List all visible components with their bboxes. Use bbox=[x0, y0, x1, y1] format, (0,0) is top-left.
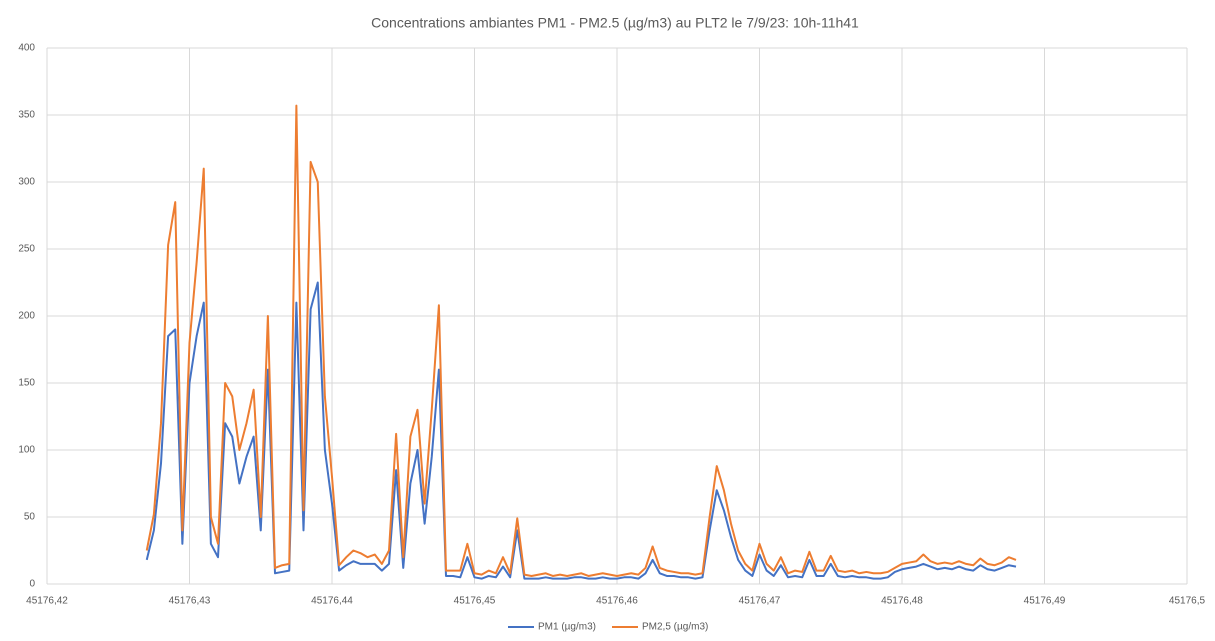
legend-label: PM2,5 (µg/m3) bbox=[642, 622, 708, 633]
line-series bbox=[145, 104, 1017, 577]
y-tick-label: 0 bbox=[29, 579, 35, 590]
y-tick-label: 400 bbox=[18, 43, 35, 54]
legend-label: PM1 (µg/m3) bbox=[538, 622, 596, 633]
line-series bbox=[145, 281, 1017, 580]
x-tick-label: 45176,48 bbox=[881, 596, 923, 607]
y-tick-label: 350 bbox=[18, 110, 35, 121]
x-tick-label: 45176,46 bbox=[596, 596, 638, 607]
y-tick-label: 250 bbox=[18, 244, 35, 255]
y-tick-label: 100 bbox=[18, 445, 35, 456]
x-tick-label: 45176,42 bbox=[26, 596, 68, 607]
x-tick-label: 45176,5 bbox=[1169, 596, 1206, 607]
y-tick-label: 200 bbox=[18, 311, 35, 322]
y-tick-label: 50 bbox=[24, 512, 36, 523]
chart-title: Concentrations ambiantes PM1 - PM2.5 (µg… bbox=[371, 15, 859, 31]
x-tick-label: 45176,45 bbox=[454, 596, 496, 607]
x-tick-label: 45176,47 bbox=[739, 596, 781, 607]
x-tick-label: 45176,43 bbox=[169, 596, 211, 607]
y-tick-label: 150 bbox=[18, 378, 35, 389]
x-tick-label: 45176,49 bbox=[1024, 596, 1066, 607]
x-tick-label: 45176,44 bbox=[311, 596, 353, 607]
y-tick-label: 300 bbox=[18, 177, 35, 188]
